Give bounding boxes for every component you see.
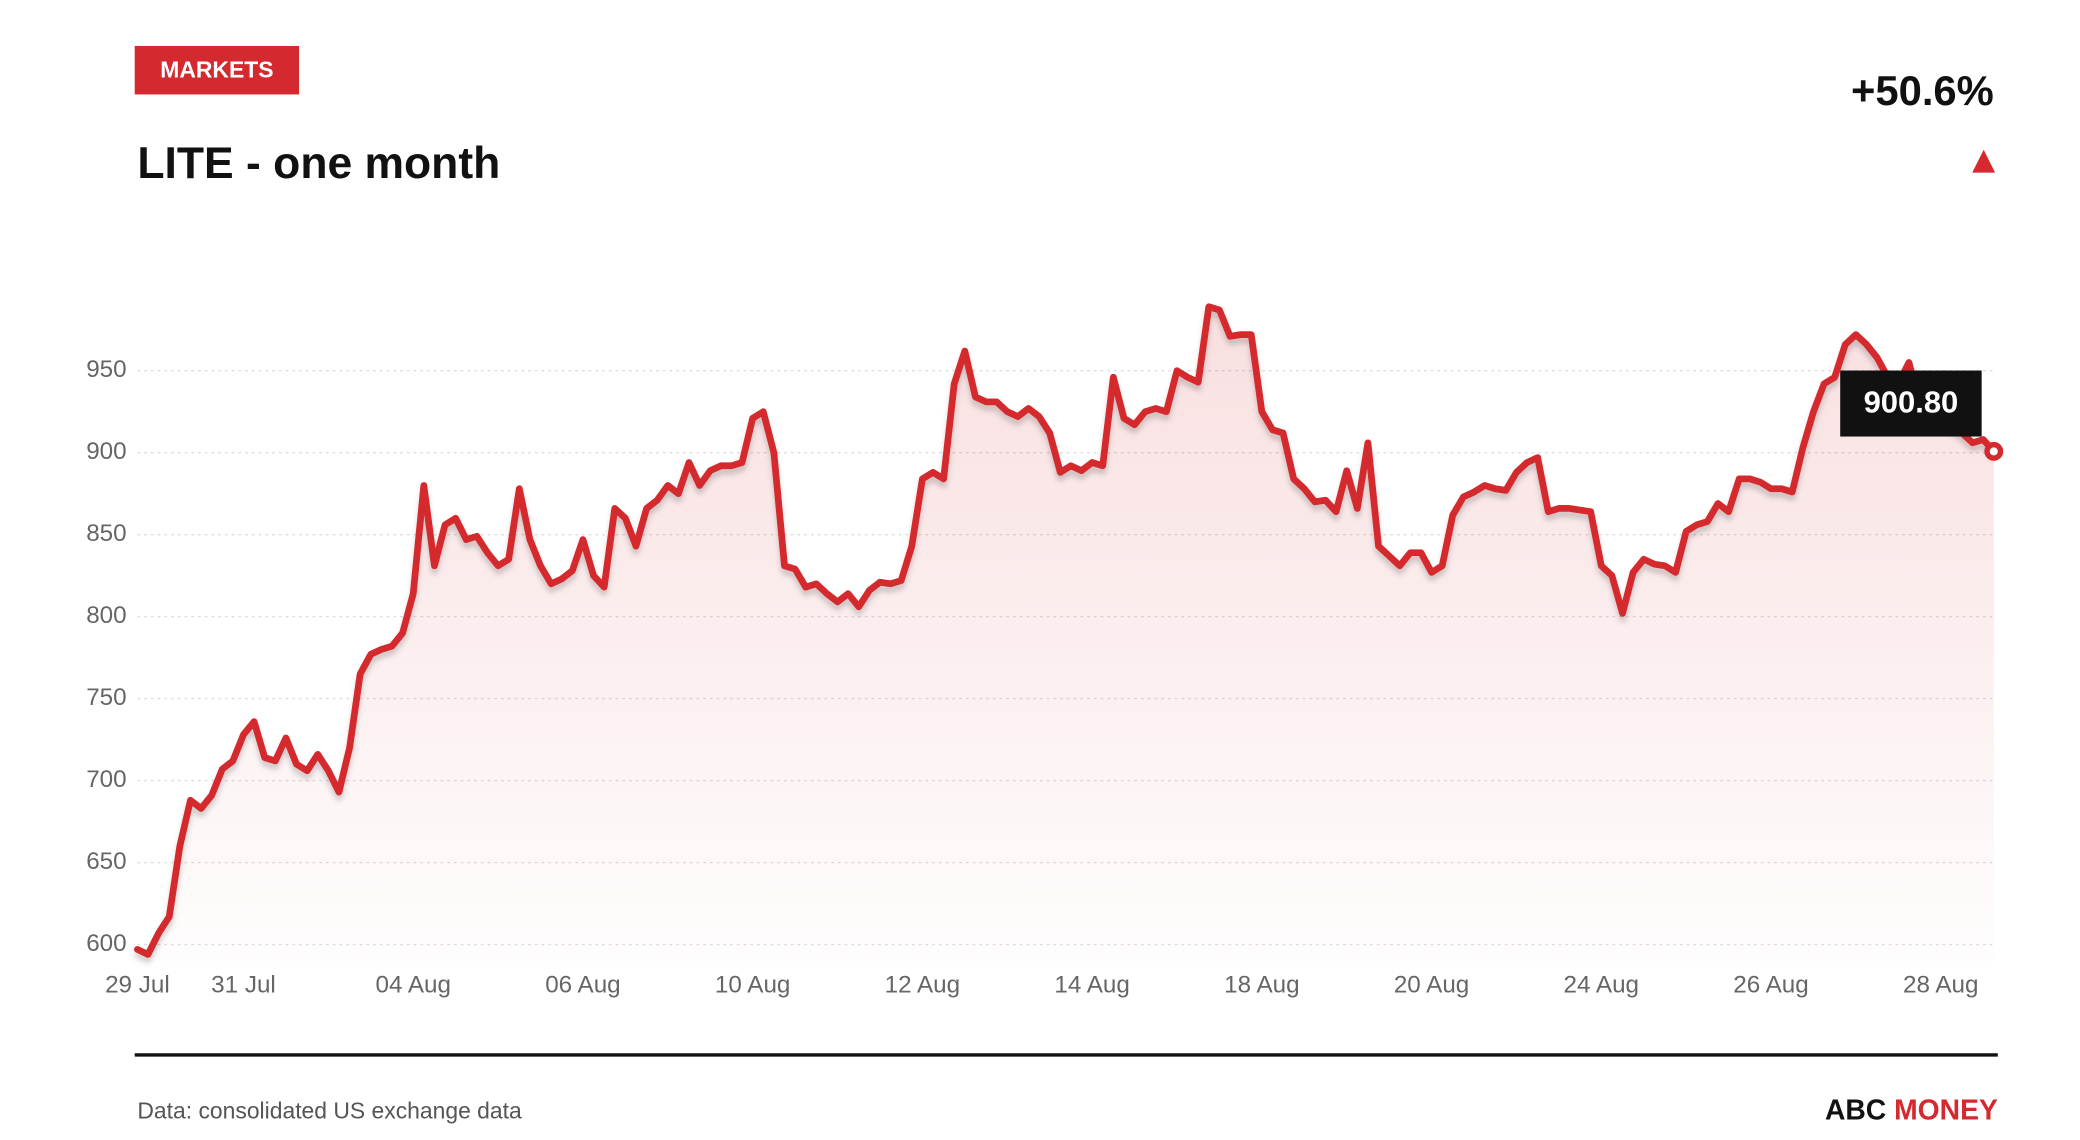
- change: +50.6%: [1851, 67, 1994, 114]
- x-tick-label: 31 Jul: [211, 972, 276, 999]
- source: Data: consolidated US exchange data: [137, 1097, 522, 1123]
- y-tick-label: 650: [86, 848, 126, 875]
- tag: MARKETS: [160, 57, 273, 83]
- up-arrow: [1972, 149, 1996, 173]
- x-tick-label: 20 Aug: [1394, 972, 1469, 999]
- brand-right: MONEY: [1894, 1094, 1998, 1126]
- end-dot: [1984, 441, 2004, 461]
- annotation: 900.80: [1864, 384, 1959, 419]
- x-tick-label: 26 Aug: [1733, 972, 1808, 999]
- y-tick-label: 900: [86, 438, 126, 465]
- y-tick-label: 600: [86, 930, 126, 957]
- area: [137, 306, 1994, 961]
- annotation-box: [1840, 370, 1982, 437]
- y-tick-label: 750: [86, 684, 126, 711]
- y-tick-label: 700: [86, 766, 126, 793]
- x-tick-label: 06 Aug: [545, 972, 620, 999]
- x-tick-label: 10 Aug: [715, 972, 790, 999]
- line: [134, 303, 1998, 958]
- x-tick-label: 14 Aug: [1054, 972, 1129, 999]
- x-tick-label: 18 Aug: [1224, 972, 1299, 999]
- tag-badge: [134, 45, 300, 95]
- y-tick-label: 850: [86, 520, 126, 547]
- x-tick-label: 29 Jul: [105, 972, 170, 999]
- y-tick-label: 950: [86, 356, 126, 383]
- x-tick-label: 04 Aug: [375, 972, 450, 999]
- x-tick-label: 24 Aug: [1564, 972, 1639, 999]
- brand-left: ABC: [1825, 1094, 1886, 1126]
- plot: 600 650 700 750 800 850 900 950 29 Jul 31 Jul 04 A…: [86, 303, 2004, 999]
- brand: ABC MONEY: [1825, 1094, 1998, 1126]
- x-tick-label: 28 Aug: [1903, 972, 1978, 999]
- chart-title: LITE - one month: [137, 139, 500, 188]
- x-tick-label: 12 Aug: [885, 972, 960, 999]
- y-tick-label: 800: [86, 602, 126, 629]
